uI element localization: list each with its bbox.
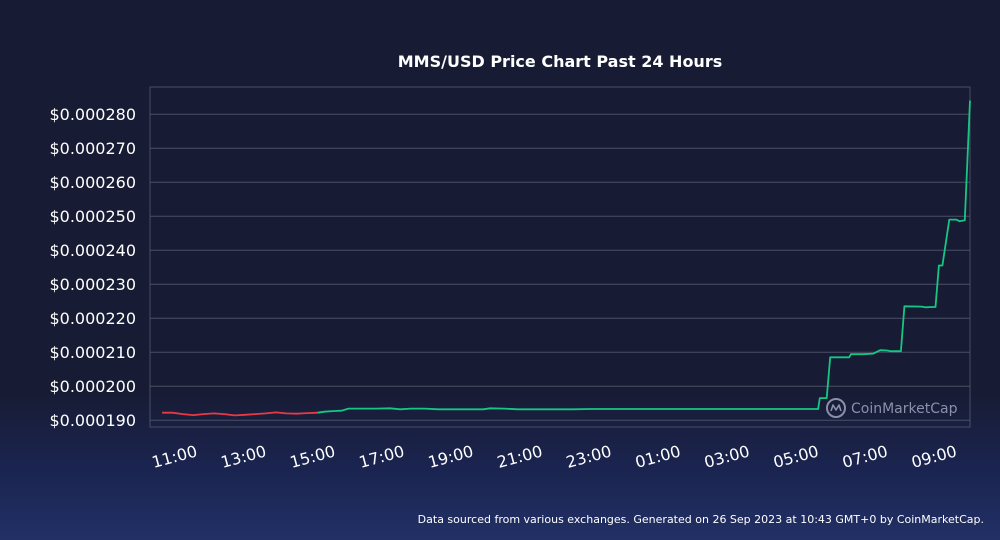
watermark-text: CoinMarketCap (851, 401, 958, 417)
x-tick-label: 19:00 (426, 442, 475, 472)
x-tick-label: 09:00 (909, 442, 958, 472)
y-tick-label: $0.000280 (49, 105, 136, 124)
price-series (162, 100, 971, 417)
y-tick-label: $0.000190 (49, 411, 136, 430)
y-tick-label: $0.000270 (49, 139, 136, 158)
x-tick-label: 11:00 (150, 442, 199, 472)
y-axis-ticks: $0.000190 $0.000200 $0.000210 $0.000220 $0.0… (49, 105, 136, 430)
x-tick-label: 13:00 (219, 442, 268, 472)
x-tick-label: 15:00 (288, 442, 337, 472)
x-tick-label: 21:00 (495, 442, 544, 472)
x-tick-label: 05:00 (771, 442, 820, 472)
x-axis-ticks: 11:00 13:00 15:00 17:00 19:00 21:00 23:00 01:00… (150, 442, 959, 472)
price-line-up (317, 100, 971, 414)
watermark: CoinMarketCap (826, 398, 958, 418)
y-tick-label: $0.000220 (49, 309, 136, 328)
x-tick-label: 17:00 (357, 442, 406, 472)
y-tick-label: $0.000230 (49, 275, 136, 294)
x-tick-label: 23:00 (564, 442, 613, 472)
footer-source-note: Data sourced from various exchanges. Gen… (417, 513, 984, 526)
y-tick-label: $0.000250 (49, 207, 136, 226)
x-tick-label: 01:00 (633, 442, 682, 472)
plot-area (149, 86, 971, 428)
grid-lines (150, 113, 970, 421)
y-tick-label: $0.000260 (49, 173, 136, 192)
coinmarketcap-logo-icon (826, 398, 846, 418)
y-tick-label: $0.000240 (49, 241, 136, 260)
chart-title: MMS/USD Price Chart Past 24 Hours (398, 52, 722, 71)
x-tick-label: 07:00 (840, 442, 889, 472)
x-tick-label: 03:00 (702, 442, 751, 472)
y-tick-label: $0.000200 (49, 377, 136, 396)
price-line-down (162, 411, 318, 417)
y-tick-label: $0.000210 (49, 343, 136, 362)
